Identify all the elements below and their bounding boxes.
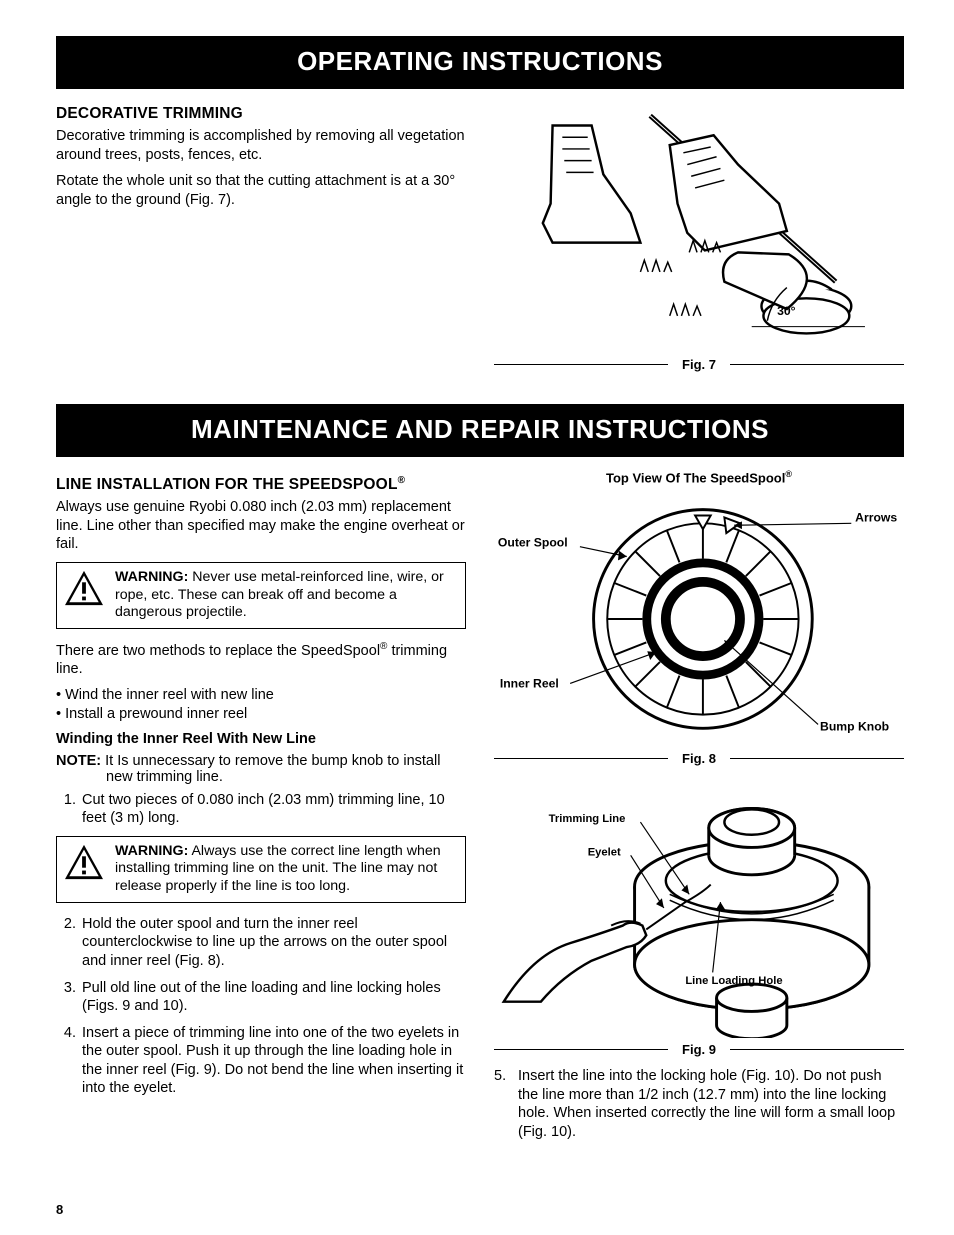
warning-text-1: WARNING: Never use metal-reinforced line… [115,569,455,622]
fig9-label-trimming-line: Trimming Line [549,813,626,825]
col-line-install: LINE INSTALLATION FOR THE SPEEDSPOOL® Al… [56,469,466,1142]
fig7-caption-row: Fig. 7 [494,357,904,372]
warning-text-2: WARNING: Always use the correct line len… [115,843,455,896]
fig7-caption: Fig. 7 [668,357,730,372]
fig8-heading-text: Top View Of The SpeedSpool [606,470,785,485]
col-figures: Top View Of The SpeedSpool® [494,469,904,1142]
note-body: It Is unnecessary to remove the bump kno… [101,753,440,785]
subhead-winding: Winding the Inner Reel With New Line [56,730,466,749]
warning-label: WARNING: [115,843,188,859]
para-li2: There are two methods to replace the Spe… [56,641,466,679]
note-bump-knob: NOTE: It Is unnecessary to remove the bu… [56,753,466,785]
heading-line-install-text: LINE INSTALLATION FOR THE SPEEDSPOOL [56,476,398,493]
fig9-label-eyelet: Eyelet [588,847,621,859]
fig8-label-outer-spool: Outer Spool [498,536,568,550]
para-dec2: Rotate the whole unit so that the cuttin… [56,172,466,209]
fig9-label-line-loading-hole: Line Loading Hole [685,975,782,987]
col-fig7: 30° Fig. 7 [494,99,904,382]
step-2: Hold the outer spool and turn the inner … [80,915,466,971]
methods-list: Wind the inner reel with new line Instal… [56,687,466,722]
banner-operating: OPERATING INSTRUCTIONS [56,36,904,89]
registered-mark: ® [785,469,792,479]
fig8-caption: Fig. 8 [668,751,730,766]
list-item: Wind the inner reel with new line [56,687,466,703]
fig8-label-bump-knob: Bump Knob [820,720,889,734]
banner-maintenance: MAINTENANCE AND REPAIR INSTRUCTIONS [56,404,904,457]
step-1: Cut two pieces of 0.080 inch (2.03 mm) t… [80,791,466,828]
para-li2-pre: There are two methods to replace the Spe… [56,643,380,659]
heading-line-install: LINE INSTALLATION FOR THE SPEEDSPOOL® [56,475,466,494]
para-dec1: Decorative trimming is accomplished by r… [56,127,466,164]
list-item: Install a prewound inner reel [56,706,466,722]
col-operating-text: DECORATIVE TRIMMING Decorative trimming … [56,99,466,382]
para-li1: Always use genuine Ryobi 0.080 inch (2.0… [56,498,466,554]
row-operating: DECORATIVE TRIMMING Decorative trimming … [56,99,904,382]
note-label: NOTE: [56,753,101,769]
figure-8: Arrows Outer Spool Inner Reel Bump Knob [494,489,904,747]
fig8-label-arrows: Arrows [855,511,897,525]
warning-icon [63,843,105,886]
steps-list-cont: Hold the outer spool and turn the inner … [56,915,466,1098]
step-3: Pull old line out of the line loading an… [80,979,466,1016]
fig9-caption: Fig. 9 [668,1042,730,1057]
registered-mark: ® [398,475,406,486]
warning-label: WARNING: [115,569,188,585]
figure-7: 30° [494,103,904,353]
page-number: 8 [56,1202,63,1217]
step-5-num: 5. [494,1067,518,1141]
warning-box-1: WARNING: Never use metal-reinforced line… [56,562,466,629]
step-4: Insert a piece of trimming line into one… [80,1024,466,1098]
fig9-caption-row: Fig. 9 [494,1042,904,1057]
figure-9: Trimming Line Eyelet Line Loading Hole [494,776,904,1038]
warning-icon [63,569,105,612]
fig8-caption-row: Fig. 8 [494,751,904,766]
steps-list: Cut two pieces of 0.080 inch (2.03 mm) t… [56,791,466,828]
step-5: 5. Insert the line into the locking hole… [494,1067,904,1141]
step-5-text: Insert the line into the locking hole (F… [518,1067,904,1141]
fig8-label-inner-reel: Inner Reel [500,677,559,691]
warning-box-2: WARNING: Always use the correct line len… [56,836,466,903]
row-maintenance: LINE INSTALLATION FOR THE SPEEDSPOOL® Al… [56,469,904,1142]
heading-decorative-trimming: DECORATIVE TRIMMING [56,105,466,123]
fig7-angle-label: 30° [777,304,796,318]
fig8-heading: Top View Of The SpeedSpool® [494,469,904,485]
